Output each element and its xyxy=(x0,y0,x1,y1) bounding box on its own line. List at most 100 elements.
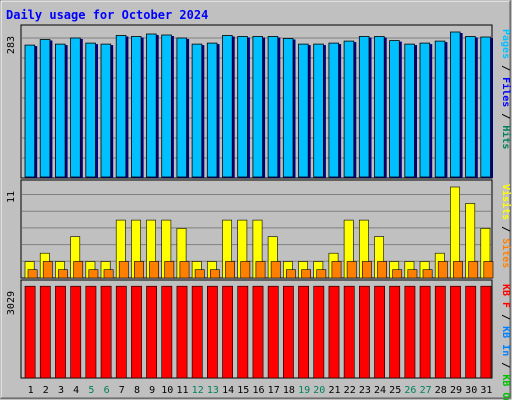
x-tick-label-day-25: 25 xyxy=(389,385,401,396)
bar-sites-day-31 xyxy=(483,261,494,279)
bar-sites-day-6 xyxy=(103,269,114,279)
bar-kbf-day-23 xyxy=(358,285,370,379)
bar-pages-day-9 xyxy=(146,33,157,178)
bar-kbf-day-5 xyxy=(85,285,97,379)
bar-sites-day-13 xyxy=(210,269,220,279)
bar-kbf-day-27 xyxy=(419,285,431,379)
bar-sites-day-16 xyxy=(255,261,266,279)
legend-separator: / xyxy=(500,356,511,374)
bar-pages-day-17 xyxy=(267,36,279,178)
bar-kbf-day-7 xyxy=(115,285,127,379)
bar-sites-day-29 xyxy=(453,261,463,279)
bar-sites-day-15 xyxy=(240,261,251,279)
bar-pages-day-8 xyxy=(130,36,142,178)
bar-kbf-day-1 xyxy=(24,285,36,379)
x-tick-label-day-16: 16 xyxy=(252,385,264,396)
bar-pages-day-3 xyxy=(55,43,66,178)
bar-pages-day-28 xyxy=(434,40,446,178)
legend-kb-f: KB F xyxy=(500,284,511,308)
bar-sites-day-14 xyxy=(225,261,235,279)
bar-kbf-day-22 xyxy=(343,285,355,379)
x-tick-label-day-13: 13 xyxy=(207,385,219,396)
bar-sites-day-19 xyxy=(301,269,311,279)
x-tick-label-day-10: 10 xyxy=(161,385,173,396)
legend-top: Pages / Files / Hits xyxy=(500,29,512,149)
bar-pages-day-23 xyxy=(358,36,370,178)
bar-kbf-day-11 xyxy=(176,285,188,379)
bar-sites-day-11 xyxy=(179,261,190,279)
bar-sites-day-27 xyxy=(422,269,433,279)
bar-kbf-day-28 xyxy=(434,285,446,379)
x-tick-label-day-22: 22 xyxy=(344,385,356,396)
x-tick-label-day-21: 21 xyxy=(328,385,340,396)
legend-separator: / xyxy=(500,107,511,125)
bar-kbf-day-21 xyxy=(328,285,340,379)
x-tick-label-day-6: 6 xyxy=(104,385,110,396)
bar-sites-day-8 xyxy=(134,261,144,279)
bar-kbf-day-12 xyxy=(191,285,203,379)
legend-separator: / xyxy=(500,59,511,77)
bar-sites-day-30 xyxy=(468,261,479,279)
bar-kbf-day-15 xyxy=(237,285,249,379)
bar-pages-day-22 xyxy=(343,40,355,178)
bar-sites-day-20 xyxy=(316,269,327,279)
bar-sites-day-1 xyxy=(27,269,38,279)
bar-pages-day-18 xyxy=(282,38,294,178)
bar-pages-day-21 xyxy=(328,42,339,178)
legend-kb-out: KB Out xyxy=(500,374,511,400)
x-tick-label-day-1: 1 xyxy=(28,385,34,396)
bar-pages-day-10 xyxy=(161,34,172,178)
x-tick-label-day-31: 31 xyxy=(480,385,492,396)
bar-sites-day-5 xyxy=(88,269,99,279)
legend-hits: Hits xyxy=(500,125,512,149)
legend-middle: Visits / Sites xyxy=(500,184,512,268)
bar-sites-day-24 xyxy=(377,261,387,279)
bar-sites-day-18 xyxy=(285,269,296,279)
x-tick-label-day-19: 19 xyxy=(298,385,310,396)
bar-kbf-day-31 xyxy=(480,285,492,379)
bar-sites-day-10 xyxy=(164,261,175,279)
bar-kbf-day-9 xyxy=(146,285,157,379)
bar-pages-day-1 xyxy=(24,44,36,178)
bar-sites-day-21 xyxy=(331,261,342,279)
x-tick-label-day-17: 17 xyxy=(268,385,280,396)
bar-sites-day-2 xyxy=(42,261,53,279)
bar-kbf-day-16 xyxy=(252,285,264,379)
x-tick-label-day-4: 4 xyxy=(73,385,79,396)
bar-sites-day-22 xyxy=(346,261,357,279)
y-axis-max-label-bottom: 3029 xyxy=(6,291,17,315)
bar-pages-day-11 xyxy=(176,37,187,178)
x-tick-label-day-7: 7 xyxy=(119,385,125,396)
x-tick-label-day-12: 12 xyxy=(192,385,204,396)
bar-pages-day-4 xyxy=(70,37,81,178)
bar-pages-day-14 xyxy=(222,35,233,178)
x-tick-label-day-26: 26 xyxy=(404,385,416,396)
x-tick-label-day-5: 5 xyxy=(88,385,94,396)
bar-pages-day-29 xyxy=(449,31,461,178)
bar-pages-day-15 xyxy=(237,36,248,178)
bar-pages-day-12 xyxy=(191,43,203,178)
bar-kbf-day-10 xyxy=(161,285,173,379)
bar-kbf-day-14 xyxy=(222,285,233,379)
bar-kbf-day-30 xyxy=(465,285,477,379)
legend-sites: Sites xyxy=(500,238,512,268)
bar-pages-day-20 xyxy=(313,43,324,178)
bar-sites-day-9 xyxy=(149,261,159,279)
y-axis-max-label-middle: 11 xyxy=(6,191,17,203)
legend-kb-in: KB In xyxy=(500,326,511,356)
bar-sites-day-3 xyxy=(58,269,68,279)
x-tick-label-day-14: 14 xyxy=(222,385,234,396)
bar-sites-day-28 xyxy=(437,261,448,279)
x-tick-label-day-15: 15 xyxy=(237,385,249,396)
x-tick-label-day-28: 28 xyxy=(435,385,447,396)
bar-kbf-day-2 xyxy=(39,285,51,379)
y-axis-max-label-top: 283 xyxy=(6,36,17,54)
bar-pages-day-27 xyxy=(419,42,431,178)
x-tick-label-day-9: 9 xyxy=(149,385,155,396)
bar-sites-day-12 xyxy=(194,269,205,279)
x-tick-label-day-29: 29 xyxy=(450,385,462,396)
legend-files: Files xyxy=(500,77,512,107)
x-tick-label-day-3: 3 xyxy=(58,385,64,396)
